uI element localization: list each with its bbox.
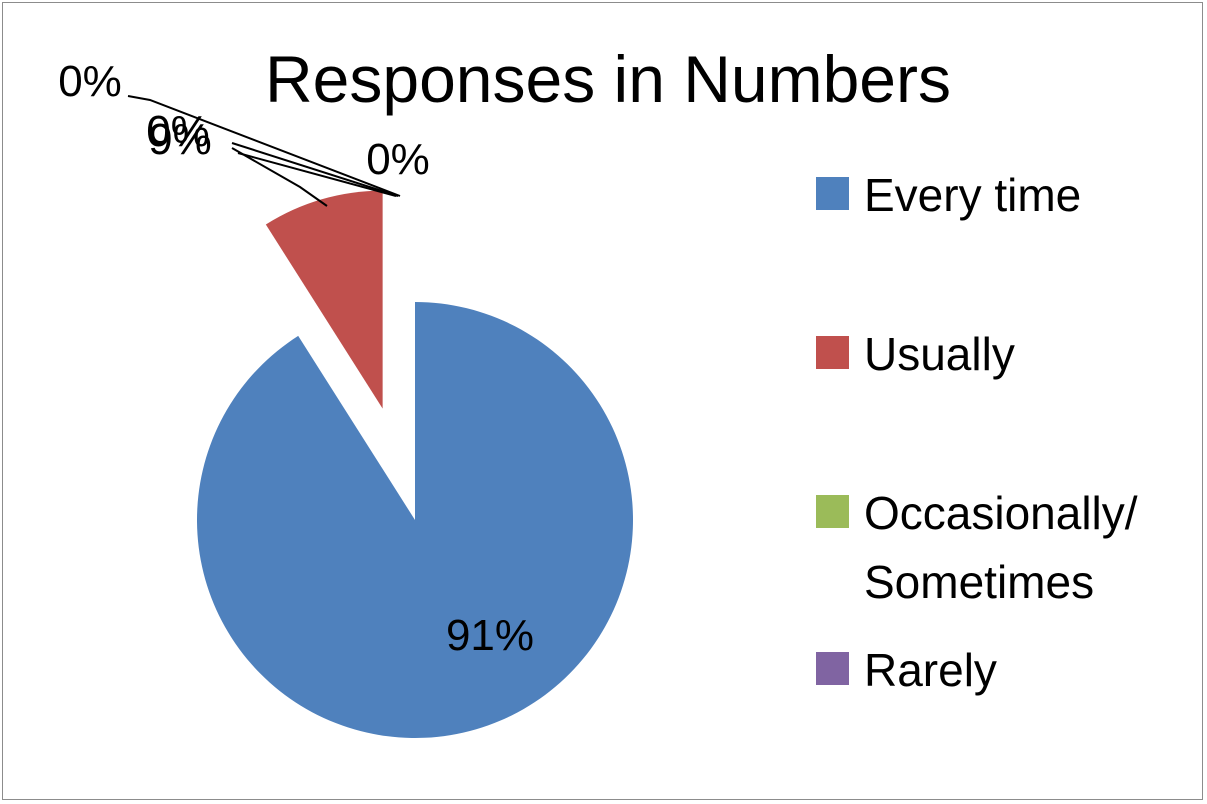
legend-item-usually: Usually <box>816 328 1015 380</box>
leader-line-rarely <box>231 142 399 197</box>
chart-title: Responses in Numbers <box>265 42 951 116</box>
data-label-never: 0% <box>58 57 122 106</box>
leader-lines <box>127 95 401 207</box>
leader-line-usually <box>231 147 328 207</box>
legend-item-every-time: Every time <box>816 169 1081 221</box>
legend-swatch-every-time <box>816 177 849 210</box>
legend-swatch-usually <box>816 336 849 369</box>
legend-label-occasionally-line2: Sometimes <box>864 556 1094 608</box>
leader-line-never <box>127 95 401 197</box>
legend-item-rarely: Rarely <box>816 644 997 696</box>
legend-label-occasionally-line1: Occasionally/ <box>864 487 1138 539</box>
legend: Every time Usually Occasionally/ Sometim… <box>816 169 1138 696</box>
legend-swatch-rarely <box>816 652 849 685</box>
pie-slices <box>197 190 634 738</box>
data-label-occasionally: 0% <box>366 135 430 184</box>
legend-swatch-occasionally <box>816 495 849 528</box>
pie-slice-every-time <box>197 302 634 738</box>
data-label-every-time: 91% <box>446 611 534 660</box>
legend-label-usually: Usually <box>864 328 1015 380</box>
pie-slice-usually <box>265 190 383 409</box>
data-label-rarely: 0% <box>146 107 210 156</box>
leader-line-occasionally <box>237 152 397 197</box>
data-label-usually: 9% <box>148 115 212 164</box>
legend-label-every-time: Every time <box>864 169 1081 221</box>
legend-label-rarely: Rarely <box>864 644 997 696</box>
legend-item-occasionally: Occasionally/ Sometimes <box>816 487 1138 608</box>
